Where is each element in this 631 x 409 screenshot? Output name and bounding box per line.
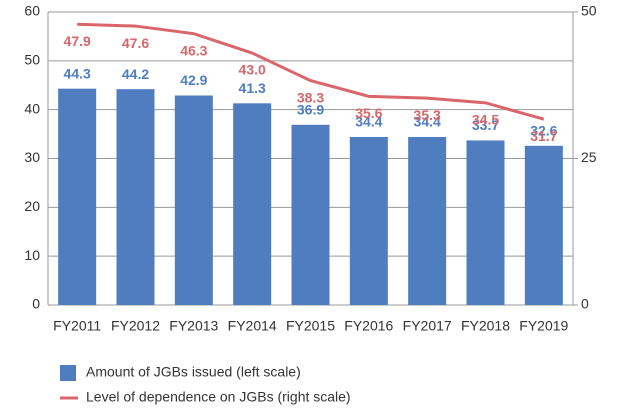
line-value-label: 38.3 [297, 89, 324, 105]
x-tick-label: FY2012 [111, 318, 160, 334]
x-tick-label: FY2011 [53, 318, 101, 334]
y-tick-label: 40 [24, 100, 40, 116]
y-tick-label: 10 [24, 247, 40, 263]
bar-value-label: 41.3 [239, 80, 266, 96]
legend-label: Amount of JGBs issued (left scale) [86, 364, 301, 380]
y2-tick-label: 25 [581, 149, 597, 165]
bar-value-label: 42.9 [180, 72, 207, 88]
bar [233, 103, 272, 306]
y-tick-label: 20 [24, 198, 40, 214]
bar-value-label: 32.6 [530, 123, 557, 139]
line-value-label: 34.5 [472, 112, 499, 128]
x-tick-label: FY2018 [461, 318, 510, 334]
y2-tick-label: 50 [581, 3, 597, 19]
y2-tick-label: 0 [581, 296, 589, 312]
legend-swatch [60, 365, 76, 381]
line-value-label: 47.6 [122, 35, 149, 51]
bar-value-label: 44.2 [122, 66, 149, 82]
line-value-label: 31.7 [530, 128, 557, 144]
bar-value-label: 34.4 [355, 114, 382, 130]
x-tick-label: FY2014 [228, 318, 277, 334]
line-value-label: 35.3 [414, 107, 441, 123]
x-tick-label: FY2015 [286, 318, 335, 334]
line-value-label: 35.6 [355, 105, 382, 121]
bar-value-label: 33.7 [472, 117, 499, 133]
bar [291, 124, 330, 306]
y-tick-label: 60 [24, 3, 40, 19]
bar-value-label: 34.4 [414, 114, 441, 130]
bar-value-label: 36.9 [297, 102, 324, 118]
bar [466, 140, 505, 305]
line-value-label: 43.0 [239, 62, 266, 78]
bar [174, 95, 213, 305]
bar-value-label: 44.3 [64, 65, 91, 81]
y-tick-label: 50 [24, 52, 40, 68]
bar [524, 145, 563, 305]
bar [58, 88, 97, 305]
line-value-label: 47.9 [64, 33, 91, 49]
bar [408, 137, 447, 305]
x-tick-label: FY2019 [519, 318, 568, 334]
x-tick-label: FY2013 [169, 318, 218, 334]
legend-label: Level of dependence on JGBs (right scale… [86, 389, 351, 405]
y-tick-label: 0 [32, 296, 40, 312]
x-tick-label: FY2017 [403, 318, 452, 334]
y-tick-label: 30 [24, 149, 40, 165]
x-tick-label: FY2016 [344, 318, 393, 334]
bar [349, 137, 388, 305]
line-value-label: 46.3 [180, 42, 207, 58]
line [77, 22, 545, 121]
bar [116, 89, 155, 305]
